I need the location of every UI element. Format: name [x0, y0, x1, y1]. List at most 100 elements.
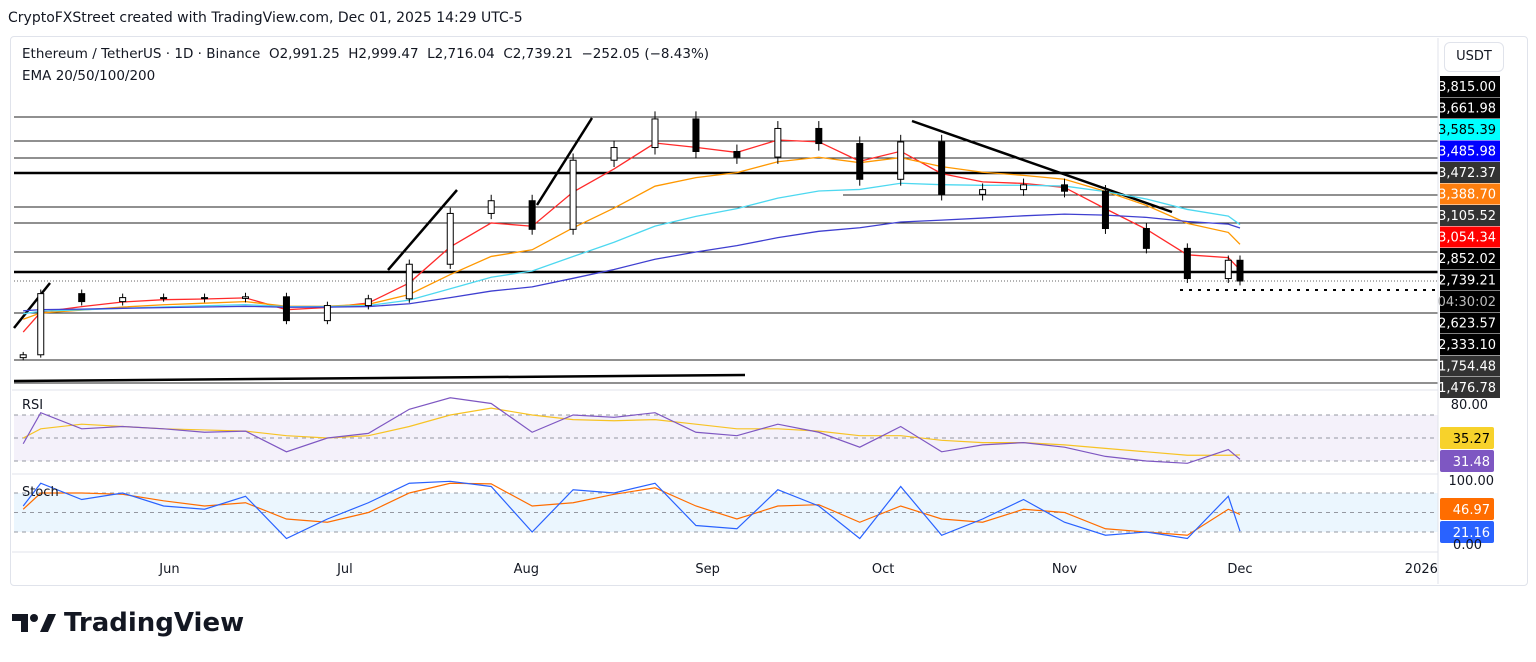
- price-label-bg: [1440, 97, 1500, 119]
- rsi-value-bg: [1440, 450, 1494, 472]
- time-tick-label: Jul: [336, 562, 353, 577]
- time-tick-label: Nov: [1052, 562, 1078, 577]
- stoch-value-bg: [1440, 498, 1494, 520]
- candle-body: [938, 141, 946, 195]
- candle-body: [733, 150, 741, 158]
- candle-body: [323, 305, 331, 322]
- trend-line: [13, 373, 746, 383]
- candle-body: [979, 189, 987, 195]
- price-label-bg: [1440, 162, 1500, 183]
- trend-line: [535, 117, 594, 206]
- symbol-name[interactable]: Ethereum / TetherUS · 1D · Binance: [22, 46, 261, 62]
- candle-body: [242, 296, 249, 299]
- chart-credit: CryptoFXStreet created with TradingView.…: [8, 10, 523, 26]
- rsi-value-label: 31.48: [1453, 455, 1490, 470]
- price-label: 1,754.48: [1438, 360, 1496, 375]
- currency-button[interactable]: USDT: [1444, 42, 1504, 72]
- indicator-axis-labels: 80.00 35.27 31.48 100.00 46.97 21.160.00: [1440, 398, 1494, 553]
- price-label-bg: [1440, 355, 1500, 377]
- price-label-bg: [1440, 248, 1500, 269]
- price-label: 3,485.98: [1438, 145, 1496, 160]
- price-label: 2,852.02: [1438, 252, 1496, 267]
- chart-panel[interactable]: [10, 36, 1528, 586]
- price-label: 3,661.98: [1438, 102, 1496, 117]
- rsi-value-label: 35.27: [1453, 432, 1490, 447]
- candle-body: [282, 296, 290, 322]
- time-tick-label: 2026: [1405, 562, 1438, 577]
- price-axis-labels: 3,815.00 3,661.98 3,585.39 3,485.98 3,472.37…: [1438, 76, 1500, 398]
- candle-body: [1183, 247, 1191, 280]
- candle-body: [1061, 184, 1068, 192]
- ema-20-line: [22, 139, 1241, 333]
- candle-body: [651, 118, 659, 149]
- candle-body: [610, 147, 618, 161]
- trend-line: [13, 282, 51, 329]
- price-label-bg: [1440, 377, 1500, 398]
- price-label-bg: [1440, 140, 1500, 162]
- rsi-pane-label[interactable]: RSI: [22, 398, 44, 413]
- candle-body: [405, 263, 413, 300]
- price-label-bg: [1440, 312, 1500, 334]
- stoch-levels: [14, 492, 1438, 533]
- price-label-bg: [1440, 334, 1500, 355]
- candle-body: [1224, 259, 1232, 280]
- stoch-lines: [22, 480, 1241, 540]
- rsi-lines: [22, 397, 1241, 464]
- stoch-d-line: [22, 482, 1241, 536]
- price-label: 3,105.52: [1438, 209, 1496, 224]
- price-label: 2,623.57: [1438, 317, 1496, 332]
- symbol-legend[interactable]: Ethereum / TetherUS · 1D · Binance O2,99…: [22, 46, 709, 62]
- candle-body: [897, 141, 905, 180]
- price-label: 3,054.34: [1438, 231, 1496, 246]
- price-label-bg: [1440, 291, 1500, 312]
- candle-body: [19, 354, 27, 359]
- time-tick-label: Dec: [1227, 562, 1252, 577]
- price-label: 04:30:02: [1438, 295, 1496, 310]
- rsi-line: [22, 397, 1241, 464]
- brand-name: TradingView: [64, 608, 245, 638]
- candle-body: [569, 159, 577, 230]
- ema-200-line: [23, 213, 1241, 312]
- price-label: 3,585.39: [1438, 123, 1496, 138]
- candle-body: [528, 200, 536, 230]
- ema-100-line: [23, 182, 1241, 315]
- price-label-bg: [1440, 205, 1500, 226]
- stoch-level-label: 100.00: [1449, 474, 1495, 489]
- rsi-value-bg: [1440, 427, 1494, 449]
- candle-body: [446, 212, 454, 265]
- price-label: 1,476.78: [1438, 381, 1496, 396]
- ema-legend[interactable]: EMA 20/50/100/200: [22, 68, 156, 84]
- price-label: 2,333.10: [1438, 338, 1496, 353]
- tradingview-logo[interactable]: TradingView: [12, 608, 244, 638]
- candle-body: [119, 297, 127, 303]
- candle-body: [1236, 259, 1244, 282]
- time-tick-label: Sep: [695, 562, 720, 577]
- candle-body: [774, 127, 782, 158]
- candle-body: [1142, 228, 1150, 249]
- tradingview-logo-icon: [12, 614, 56, 632]
- time-tick-label: Aug: [514, 562, 539, 577]
- ema-50-line: [22, 156, 1241, 320]
- trend-line: [911, 119, 1173, 214]
- price-label: 2,739.21: [1438, 274, 1496, 289]
- stoch-value-bg: [1440, 521, 1494, 543]
- time-tick-label: Oct: [872, 562, 894, 577]
- stoch-pane-label[interactable]: Stoch: [22, 485, 59, 500]
- price-label-bg: [1440, 119, 1500, 140]
- candle-body: [37, 293, 45, 356]
- rsi-signal-line: [22, 407, 1241, 456]
- candle-body: [856, 143, 864, 180]
- stoch-value-label: 46.97: [1453, 503, 1490, 518]
- candle-body: [364, 298, 372, 307]
- price-label-bg: [1440, 183, 1500, 205]
- candle-body: [78, 293, 86, 303]
- stoch-bottom-label: 0.00: [1453, 538, 1482, 553]
- candles: [19, 111, 1244, 361]
- price-label-bg: [1440, 269, 1500, 291]
- price-label-bg: [1440, 226, 1500, 248]
- candle-body: [1020, 184, 1028, 191]
- time-axis: Jun Jul Aug Sep Oct Nov Dec 2026: [158, 562, 1438, 577]
- candle-body: [201, 297, 209, 300]
- stoch-k-line: [22, 480, 1241, 540]
